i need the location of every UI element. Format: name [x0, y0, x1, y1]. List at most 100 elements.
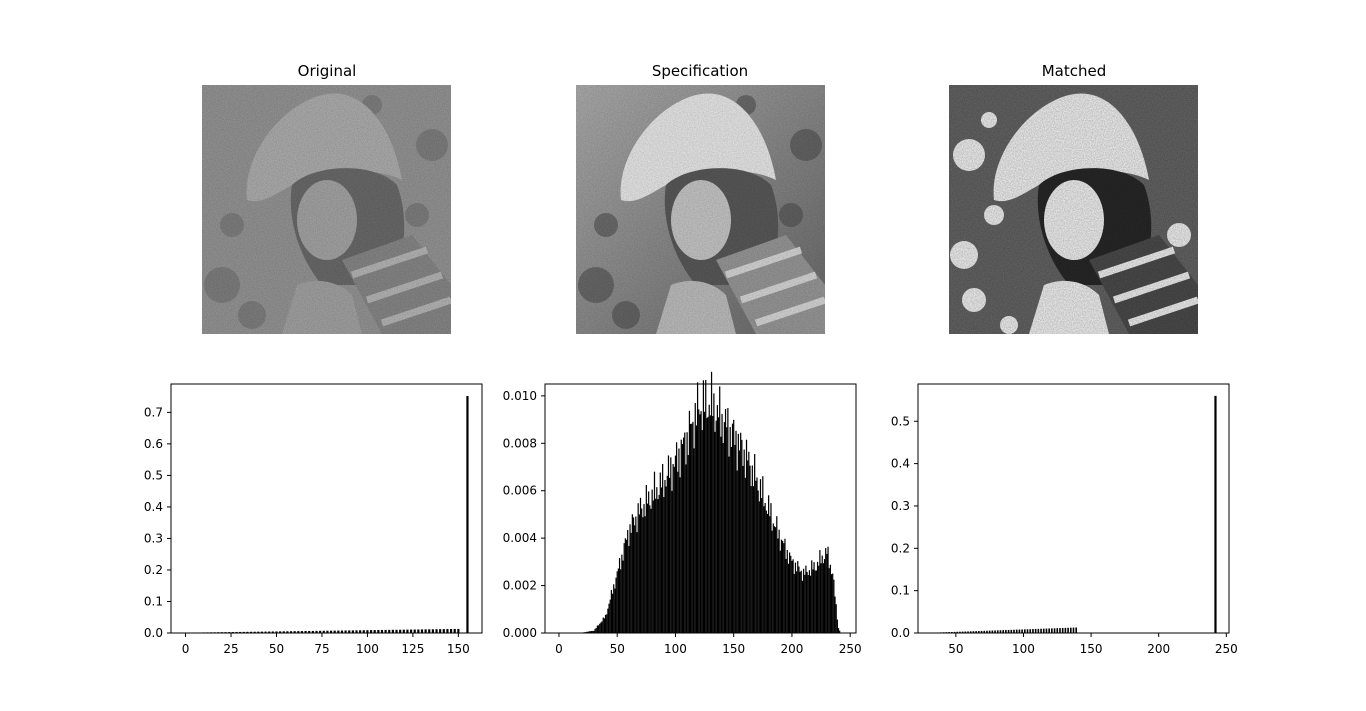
histogram-bar	[834, 596, 836, 633]
histogram-bar	[656, 487, 658, 633]
histogram-bar	[649, 505, 651, 633]
histogram-bar	[348, 630, 351, 633]
histogram-bar	[737, 433, 739, 633]
histogram-bar	[790, 555, 792, 633]
y-tick-label: 0.5	[891, 414, 910, 428]
histogram-bar	[782, 540, 784, 633]
histogram-bar	[809, 575, 812, 633]
histogram-bar	[956, 631, 959, 633]
histogram-bar	[623, 543, 625, 633]
histogram-bar	[770, 503, 772, 633]
histogram-bar	[1002, 630, 1004, 633]
histogram-bar	[776, 516, 778, 633]
histogram-bar	[729, 427, 731, 633]
histogram-bar	[978, 631, 980, 633]
histogram-bar	[663, 496, 665, 633]
histogram-bar	[597, 625, 600, 633]
histogram-original: 0 25 50 75 100 125 150 0.0 0.1 0.2 0.3 0.4 0.5 0.6 0.7	[144, 383, 483, 656]
histogram-bar	[794, 562, 797, 633]
histogram-bar	[693, 448, 695, 633]
histogram-bar	[609, 599, 611, 633]
histogram-bar	[260, 631, 264, 633]
y-tick-label: 0.002	[503, 579, 537, 593]
histogram-bar	[714, 431, 716, 633]
histogram-bar	[665, 486, 667, 633]
histogram-bar	[687, 455, 689, 633]
histogram-bar	[329, 630, 333, 633]
histogram-bar	[755, 480, 757, 633]
histogram-bar	[322, 630, 325, 633]
histogram-bar	[961, 631, 964, 633]
histogram-bar	[617, 568, 619, 633]
histogram-bar	[733, 419, 735, 633]
histogram-bar	[833, 579, 835, 633]
histogram-bar	[249, 631, 253, 633]
histogram-bar	[1059, 628, 1061, 633]
histogram-bar	[366, 630, 369, 633]
histogram-bar	[839, 630, 841, 633]
histogram-bar	[1013, 629, 1015, 633]
histogram-bar	[648, 491, 650, 633]
y-tick-label: 0.3	[891, 499, 910, 513]
y-tick-label: 0.6	[144, 437, 163, 451]
histogram-bar	[326, 630, 329, 633]
histogram-bar	[300, 631, 304, 633]
histogram-bar	[1048, 628, 1050, 633]
histogram-bar	[242, 631, 245, 633]
histogram-bar	[805, 565, 807, 633]
histogram-bar	[1037, 628, 1040, 633]
histogram-bar	[820, 563, 822, 633]
histogram-bar	[599, 623, 601, 633]
y-tick-label: 0.2	[144, 563, 163, 577]
histogram-bar	[622, 560, 624, 633]
histogram-bars	[580, 371, 841, 634]
histogram-bar	[823, 559, 826, 633]
x-tick-label: 100	[664, 642, 687, 656]
histogram-bar	[735, 430, 737, 633]
y-tick-label: 0.2	[891, 541, 910, 555]
histogram-bar	[628, 545, 630, 633]
y-tick-label: 0.0	[144, 626, 163, 640]
histogram-bar	[333, 630, 336, 633]
x-tick-label: 0	[555, 642, 563, 656]
histogram-bar	[311, 630, 314, 633]
histogram-bar	[666, 475, 668, 633]
histogram-bar	[835, 604, 837, 633]
histogram-bar	[748, 451, 750, 633]
histogram-bar	[980, 630, 983, 633]
histogram-bar	[593, 630, 595, 633]
histogram-bar	[657, 499, 659, 633]
histogram-bar	[744, 477, 746, 633]
histogram-bar	[1067, 627, 1069, 633]
histogram-bar	[734, 444, 736, 633]
histogram-bar	[359, 630, 362, 633]
histogram-bar	[771, 530, 773, 633]
histogram-bar	[710, 371, 713, 633]
histogram-bar	[439, 629, 442, 633]
histogram-bar	[792, 559, 794, 633]
histogram-bar	[684, 432, 686, 633]
histogram-bar	[420, 629, 424, 633]
histogram-bar	[720, 436, 722, 633]
y-tick-label: 0.008	[503, 436, 537, 450]
histogram-bar	[409, 629, 413, 633]
histogram-bar	[655, 498, 657, 633]
y-tick-label: 0.4	[144, 500, 163, 514]
histogram-bar	[762, 476, 764, 633]
histogram-bar	[712, 416, 714, 633]
histogram-bar	[1010, 629, 1013, 633]
histogram-bar	[297, 631, 300, 633]
histogram-bar	[466, 395, 469, 633]
histogram-bar	[611, 593, 614, 633]
histogram-bar	[800, 570, 802, 633]
histogram-bar	[630, 532, 632, 633]
histogram-specification: 0 50 100 150 200 250 0.000 0.002 0.004 0.006 0.008…	[503, 371, 862, 656]
x-tick-label: 50	[948, 642, 963, 656]
y-tick-label: 0.5	[144, 468, 163, 482]
histogram-bar	[268, 631, 271, 633]
histogram-bar	[701, 430, 703, 633]
histogram-bar	[659, 472, 661, 633]
y-tick-label: 0.004	[503, 531, 537, 545]
histogram-bar	[632, 517, 635, 633]
histogram-bar	[677, 471, 679, 633]
